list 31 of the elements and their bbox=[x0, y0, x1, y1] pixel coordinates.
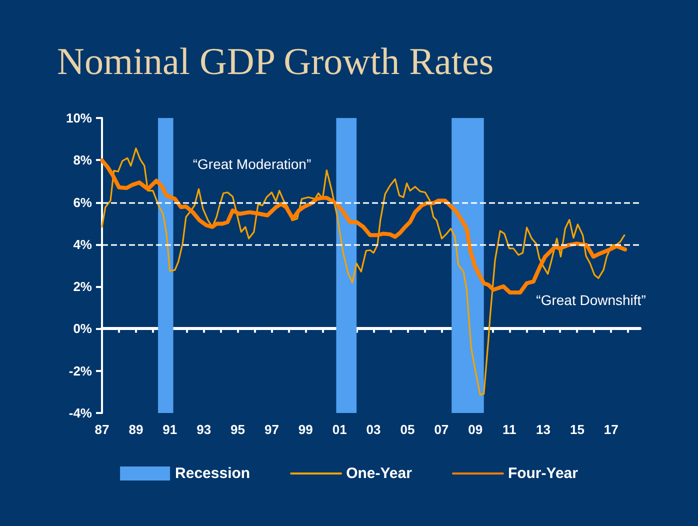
x-tick-label: 99 bbox=[298, 422, 313, 437]
x-tick-label: 03 bbox=[366, 422, 381, 437]
y-tick-label: -4% bbox=[68, 406, 92, 420]
y-tick-label: 0% bbox=[73, 321, 92, 336]
x-tick-label: 89 bbox=[128, 422, 144, 437]
legend-label: Four-Year bbox=[508, 465, 578, 482]
x-tick-label: 11 bbox=[502, 422, 516, 437]
x-tick-label: 17 bbox=[604, 422, 618, 437]
x-tick-label: 97 bbox=[264, 422, 279, 437]
x-tick-label: 93 bbox=[196, 422, 212, 437]
y-tick-label: 10% bbox=[66, 110, 92, 126]
x-tick-label: 01 bbox=[332, 422, 347, 437]
y-tick-label: 4% bbox=[73, 236, 92, 252]
line-series bbox=[100, 158, 628, 294]
y-tick-label: 6% bbox=[73, 194, 92, 210]
x-tick-label: 09 bbox=[468, 422, 483, 437]
annotation: “Great Moderation” bbox=[192, 156, 312, 172]
x-tick-label: 07 bbox=[434, 422, 449, 437]
legend-label: One-Year bbox=[346, 465, 412, 482]
y-tick-label: -2% bbox=[68, 363, 92, 378]
y-tick-label: 2% bbox=[73, 279, 92, 294]
x-tick-label: 91 bbox=[162, 422, 178, 437]
y-tick-label: 8% bbox=[73, 152, 92, 168]
legend-label: Recession bbox=[175, 465, 250, 482]
x-tick-label: 87 bbox=[94, 422, 110, 437]
x-tick-label: 05 bbox=[400, 422, 415, 437]
x-tick-label: 15 bbox=[570, 422, 584, 437]
x-tick-label: 13 bbox=[536, 422, 550, 437]
annotation: “Great Downshift” bbox=[536, 292, 646, 308]
chart-title: Nominal GDP Growth Rates bbox=[57, 41, 494, 83]
x-tick-label: 95 bbox=[230, 422, 246, 437]
